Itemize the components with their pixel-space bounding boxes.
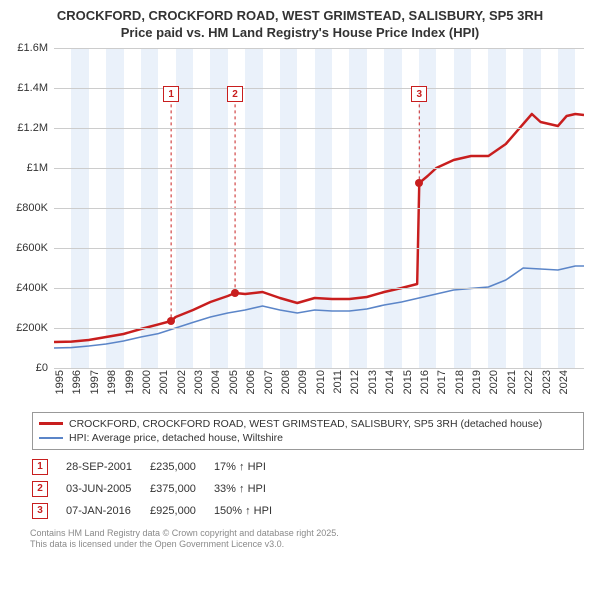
y-tick-label: £800K [16,202,48,214]
footer-attribution: Contains HM Land Registry data © Crown c… [30,528,584,551]
gridline [54,288,584,289]
gridline [54,48,584,49]
annotation-table: 1 28-SEP-2001£235,00017% ↑ HPI 2 03-JUN-200… [32,456,290,522]
x-tick-label: 2024 [558,370,570,394]
annotation-date: 07-JAN-2016 [66,500,150,522]
gridline [54,88,584,89]
y-tick-label: £200K [16,322,48,334]
x-tick-label: 2005 [228,370,240,394]
series-hpi [54,266,584,348]
annotation-number: 3 [32,503,48,519]
x-tick-label: 2002 [176,370,188,394]
x-tick-label: 2019 [471,370,483,394]
annotation-date: 03-JUN-2005 [66,478,150,500]
gridline [54,248,584,249]
x-tick-label: 1995 [54,370,66,394]
sale-point [167,317,175,325]
chart-container: CROCKFORD, CROCKFORD ROAD, WEST GRIMSTEA… [0,0,600,559]
x-tick-label: 2013 [367,370,379,394]
x-axis: 1995 1996 1997 1998 1999 2000 2001 2002 2003 2004… [54,368,584,408]
chart-title: CROCKFORD, CROCKFORD ROAD, WEST GRIMSTEA… [8,8,592,42]
x-tick-label: 2012 [349,370,361,394]
annotation-pct: 17% ↑ HPI [214,456,290,478]
x-tick-label: 2006 [245,370,257,394]
annotation-pct: 150% ↑ HPI [214,500,290,522]
x-tick-label: 2008 [280,370,292,394]
annotation-number: 2 [32,481,48,497]
x-tick-label: 2017 [436,370,448,394]
annotation-price: £925,000 [150,500,214,522]
x-tick-label: 2011 [332,370,344,394]
y-tick-label: £400K [16,282,48,294]
x-tick-label: 2009 [297,370,309,394]
plot: 1 2 3 [54,48,584,368]
annotation-row: 2 03-JUN-2005£375,00033% ↑ HPI [32,478,290,500]
x-tick-label: 2007 [263,370,275,394]
x-tick-label: 1998 [106,370,118,394]
x-tick-label: 2001 [158,370,170,394]
annotation-pct: 33% ↑ HPI [214,478,290,500]
plot-area: £0£200K£400K£600K£800K£1M£1.2M£1.4M£1.6M… [54,48,584,368]
gridline [54,208,584,209]
x-tick-label: 2000 [141,370,153,394]
marker-3: 3 [411,86,427,102]
gridline [54,168,584,169]
x-tick-label: 2018 [454,370,466,394]
x-tick-label: 2023 [541,370,553,394]
footer-line-2: This data is licensed under the Open Gov… [30,539,584,551]
legend-label: CROCKFORD, CROCKFORD ROAD, WEST GRIMSTEA… [69,418,542,430]
gridline [54,328,584,329]
title-line-1: CROCKFORD, CROCKFORD ROAD, WEST GRIMSTEA… [8,8,592,25]
legend-swatch [39,437,63,439]
x-tick-label: 2016 [419,370,431,394]
marker-2: 2 [227,86,243,102]
y-tick-label: £0 [36,362,48,374]
gridline [54,128,584,129]
x-tick-label: 2014 [384,370,396,394]
legend-label: HPI: Average price, detached house, Wilt… [69,432,283,444]
sale-point [415,179,423,187]
series-property [54,114,584,342]
x-tick-label: 2021 [506,370,518,394]
y-tick-label: £1.6M [17,42,48,54]
y-axis: £0£200K£400K£600K£800K£1M£1.2M£1.4M£1.6M [8,48,50,368]
y-tick-label: £1.2M [17,122,48,134]
legend: CROCKFORD, CROCKFORD ROAD, WEST GRIMSTEA… [32,412,584,450]
y-tick-label: £600K [16,242,48,254]
annotation-date: 28-SEP-2001 [66,456,150,478]
legend-swatch [39,422,63,425]
annotation-price: £235,000 [150,456,214,478]
x-tick-label: 2022 [523,370,535,394]
x-tick-label: 2004 [210,370,222,394]
x-tick-label: 2020 [488,370,500,394]
y-tick-label: £1.4M [17,82,48,94]
x-tick-label: 2015 [402,370,414,394]
legend-item: HPI: Average price, detached house, Wilt… [39,431,577,445]
x-tick-label: 1997 [89,370,101,394]
legend-item: CROCKFORD, CROCKFORD ROAD, WEST GRIMSTEA… [39,417,577,431]
annotation-row: 1 28-SEP-2001£235,00017% ↑ HPI [32,456,290,478]
x-tick-label: 2010 [315,370,327,394]
annotation-price: £375,000 [150,478,214,500]
footer-line-1: Contains HM Land Registry data © Crown c… [30,528,584,540]
sale-point [231,289,239,297]
y-tick-label: £1M [27,162,48,174]
x-tick-label: 1996 [71,370,83,394]
x-tick-label: 1999 [124,370,136,394]
annotation-number: 1 [32,459,48,475]
annotation-row: 3 07-JAN-2016£925,000150% ↑ HPI [32,500,290,522]
marker-1: 1 [163,86,179,102]
x-tick-label: 2003 [193,370,205,394]
title-line-2: Price paid vs. HM Land Registry's House … [8,25,592,42]
